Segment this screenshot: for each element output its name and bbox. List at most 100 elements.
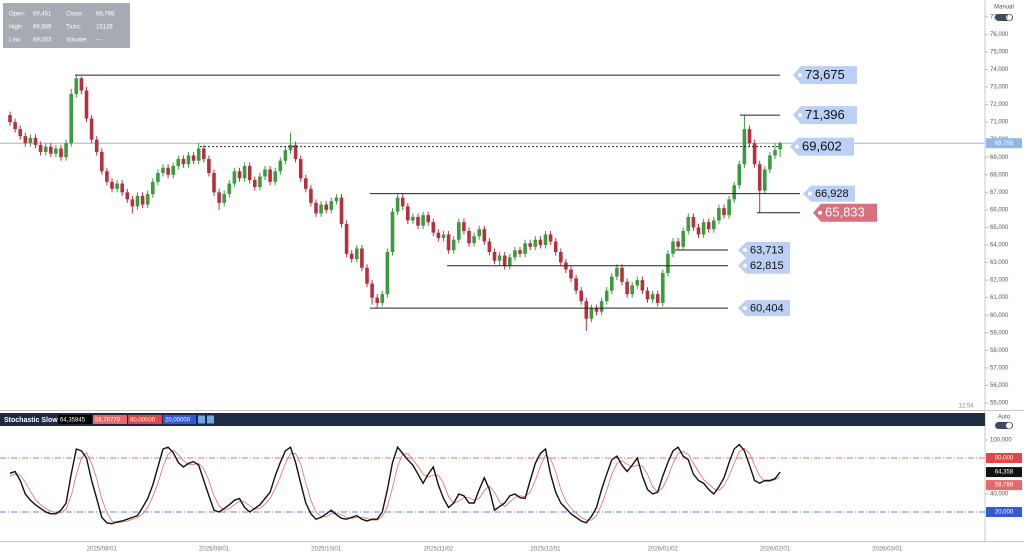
level-axis-label: 20,000 (995, 510, 1014, 516)
candle-body (273, 171, 277, 182)
level-label: 71,396 (805, 107, 845, 122)
candle-body (23, 136, 28, 144)
candle-body (293, 144, 298, 159)
candle-body (28, 137, 33, 144)
candle-body (247, 165, 252, 181)
candle-body (258, 176, 262, 188)
candle-body (691, 216, 696, 228)
candle-body (176, 158, 181, 166)
mode-toggle[interactable] (995, 14, 1013, 21)
close-icon[interactable] (207, 415, 214, 424)
info-label: Close: (66, 12, 83, 18)
info-value: 69,451 (33, 12, 52, 18)
candle-body (599, 301, 604, 312)
level-label: 69,602 (802, 139, 842, 154)
y-tick-label: 55,000 (990, 401, 1009, 407)
candle-body (268, 169, 272, 182)
candle-body (666, 253, 670, 274)
candle-body (620, 267, 624, 282)
info-value: 69,889 (33, 25, 52, 31)
candle-body (630, 285, 634, 295)
candle-body (344, 223, 349, 254)
candle-body (8, 115, 12, 123)
candle-body (635, 280, 640, 286)
candle-body (650, 294, 655, 300)
y-tick-label: 66,000 (990, 207, 1009, 213)
y-tick-label: 100,000 (990, 438, 1012, 444)
header-value-box (93, 415, 127, 424)
y-tick-label: 63,000 (990, 260, 1009, 266)
candle-body (431, 222, 436, 233)
candle-body (411, 216, 415, 221)
level-tag (793, 66, 857, 85)
candle-body (43, 146, 48, 152)
candle-body (701, 222, 706, 235)
candle-body (574, 278, 578, 291)
level-label: 60,404 (750, 303, 784, 315)
candle-body (135, 195, 140, 207)
toggle-knob[interactable] (1006, 422, 1012, 429)
scale-toggle[interactable] (995, 422, 1013, 429)
y-tick-label: 61,000 (990, 295, 1009, 301)
candle-body (497, 255, 502, 261)
candle-body (768, 155, 772, 170)
candle-body (773, 150, 777, 156)
info-label: Open: (9, 12, 26, 18)
level-tag (793, 106, 857, 125)
stoch-line (9, 443, 781, 525)
candle-body (482, 229, 487, 242)
x-tick-label: 2025/11/02 (424, 547, 454, 553)
level-tag-dot (808, 191, 812, 196)
value-axis-label: 58,788 (995, 483, 1014, 489)
candle-body (451, 239, 456, 251)
info-panel-bg (3, 3, 130, 48)
candle-body (334, 197, 339, 202)
candle-body (227, 183, 232, 195)
candle-body (283, 150, 288, 161)
candle-body (298, 158, 303, 179)
candle-body (492, 252, 497, 261)
candle-body (472, 236, 476, 244)
header-level: 80,00000 (130, 418, 156, 424)
y-tick-label: 72,000 (990, 102, 1009, 108)
candle-body (441, 234, 446, 238)
candle-body (171, 165, 175, 175)
candle-body (360, 248, 364, 268)
candle-body (523, 243, 527, 254)
x-tick-label: 2025/12/01 (530, 547, 561, 553)
x-tick-label: 2025/10/01 (311, 547, 342, 553)
level-label: 65,833 (825, 205, 865, 220)
candle-body (100, 151, 104, 172)
toggle-knob[interactable] (1006, 14, 1012, 21)
indicator-header (0, 413, 985, 426)
last-price-tag (986, 138, 1022, 149)
y-tick-label: 77,000 (990, 14, 1009, 20)
candle-body (615, 267, 619, 277)
settings-icon[interactable] (198, 415, 205, 424)
mode-label: Manual (994, 5, 1014, 11)
candle-body (508, 257, 512, 267)
candle-body (207, 158, 211, 174)
level-axis-label: 80,000 (995, 456, 1014, 462)
candle-body (584, 301, 589, 319)
x-tick-label: 2025/09/01 (199, 547, 230, 553)
candle-body (59, 148, 63, 158)
candle-body (655, 294, 660, 303)
candle-body (278, 160, 283, 172)
level-label: 63,713 (750, 244, 784, 256)
value-axis-tag (986, 467, 1022, 478)
candle-body (237, 171, 242, 179)
candle-body (145, 194, 150, 205)
candle-body (186, 155, 191, 165)
candle-body (518, 250, 522, 254)
candle-body (416, 216, 420, 226)
candle-body (406, 206, 410, 221)
level-tag-dot (818, 210, 822, 215)
candle-body (462, 222, 466, 231)
scale-label: Auto (998, 415, 1011, 421)
candle-body (64, 143, 68, 158)
info-value: 15128 (96, 25, 113, 31)
y-tick-label: 58,000 (990, 348, 1009, 354)
